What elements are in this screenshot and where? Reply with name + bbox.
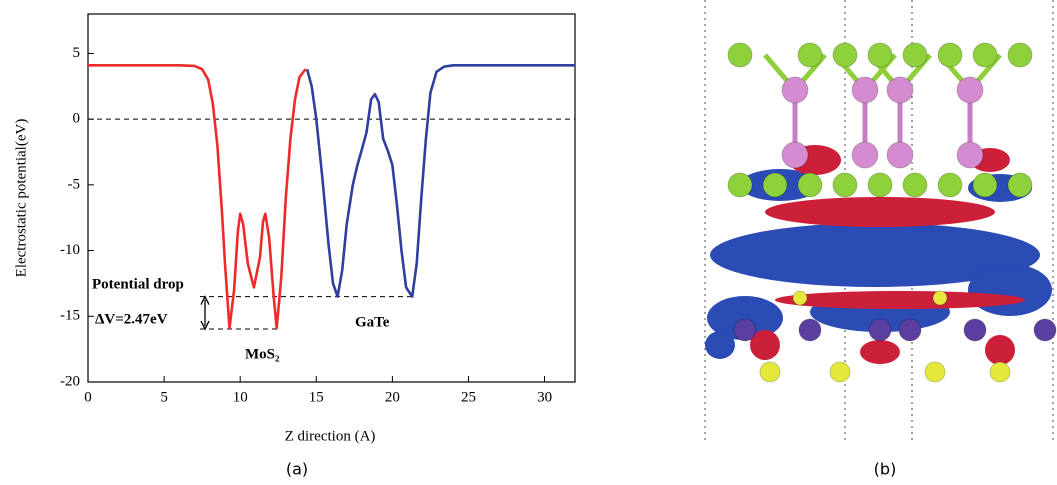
x-tick-label: 25	[461, 389, 476, 405]
charge-blob	[985, 335, 1015, 365]
atom-te	[867, 172, 893, 198]
series-line	[88, 64, 307, 330]
x-tick-label: 10	[233, 389, 248, 405]
atom-ga	[886, 141, 914, 169]
charge-blob	[707, 296, 783, 340]
annotation: Potential drop	[92, 276, 184, 292]
atom-mo	[868, 318, 892, 342]
arrow-head	[200, 295, 210, 305]
atom-te	[727, 42, 753, 68]
plot-frame	[87, 13, 576, 383]
atom-te	[937, 42, 963, 68]
atom-s	[932, 290, 948, 306]
y-tick-label: -10	[60, 242, 80, 258]
atom-ga	[781, 76, 809, 104]
atom-mo	[898, 318, 922, 342]
x-tick-label: 15	[309, 389, 324, 405]
x-tick-label: 30	[537, 389, 552, 405]
x-tick-label: 0	[84, 389, 92, 405]
atom-te	[727, 172, 753, 198]
panel-label: (b)	[874, 460, 897, 479]
series-line	[305, 64, 575, 298]
charge-blob	[775, 291, 1025, 309]
x-tick-label: 5	[160, 389, 168, 405]
atom-te	[902, 42, 928, 68]
charge-blob	[860, 340, 900, 364]
charge-blob	[968, 264, 1052, 316]
atom-s	[759, 361, 781, 383]
annotation: GaTe	[355, 314, 390, 330]
atom-te	[937, 172, 963, 198]
charge-blob	[765, 197, 995, 227]
atom-te	[1007, 42, 1033, 68]
atom-ga	[886, 76, 914, 104]
atom-te	[867, 42, 893, 68]
panel-label: (a)	[286, 460, 308, 479]
atom-mo	[963, 318, 987, 342]
atom-s	[792, 290, 808, 306]
atom-mo	[1033, 318, 1057, 342]
atom-te	[797, 42, 823, 68]
atom-s	[989, 361, 1011, 383]
y-tick-label: 0	[73, 111, 81, 127]
y-tick-label: -15	[60, 308, 80, 324]
atom-s	[829, 361, 851, 383]
charge-blob	[710, 223, 1040, 287]
atom-mo	[798, 318, 822, 342]
arrow-head	[200, 320, 210, 331]
atom-te	[797, 172, 823, 198]
y-tick-label: -20	[60, 373, 80, 389]
atom-te	[1007, 172, 1033, 198]
atom-te	[902, 172, 928, 198]
atom-te	[832, 172, 858, 198]
y-axis-label: Electrostatic potential(eV)	[13, 119, 29, 278]
atom-ga	[851, 76, 879, 104]
atom-ga	[781, 141, 809, 169]
atom-te	[972, 172, 998, 198]
structure-render	[704, 0, 1057, 440]
atom-ga	[956, 76, 984, 104]
charge-blob	[750, 330, 780, 360]
atom-s	[924, 361, 946, 383]
atom-mo	[733, 318, 757, 342]
annotation: ΔV=2.47eV	[95, 311, 168, 327]
atom-te	[762, 172, 788, 198]
atom-ga	[851, 141, 879, 169]
annotation: MoS₂	[245, 346, 280, 362]
x-axis-label: Z direction (A)	[285, 428, 376, 444]
y-tick-label: 5	[73, 45, 81, 61]
x-tick-label: 20	[385, 389, 400, 405]
charge-blob	[705, 331, 735, 359]
y-tick-label: -5	[68, 176, 81, 192]
atom-te	[832, 42, 858, 68]
atom-te	[972, 42, 998, 68]
atom-ga	[956, 141, 984, 169]
